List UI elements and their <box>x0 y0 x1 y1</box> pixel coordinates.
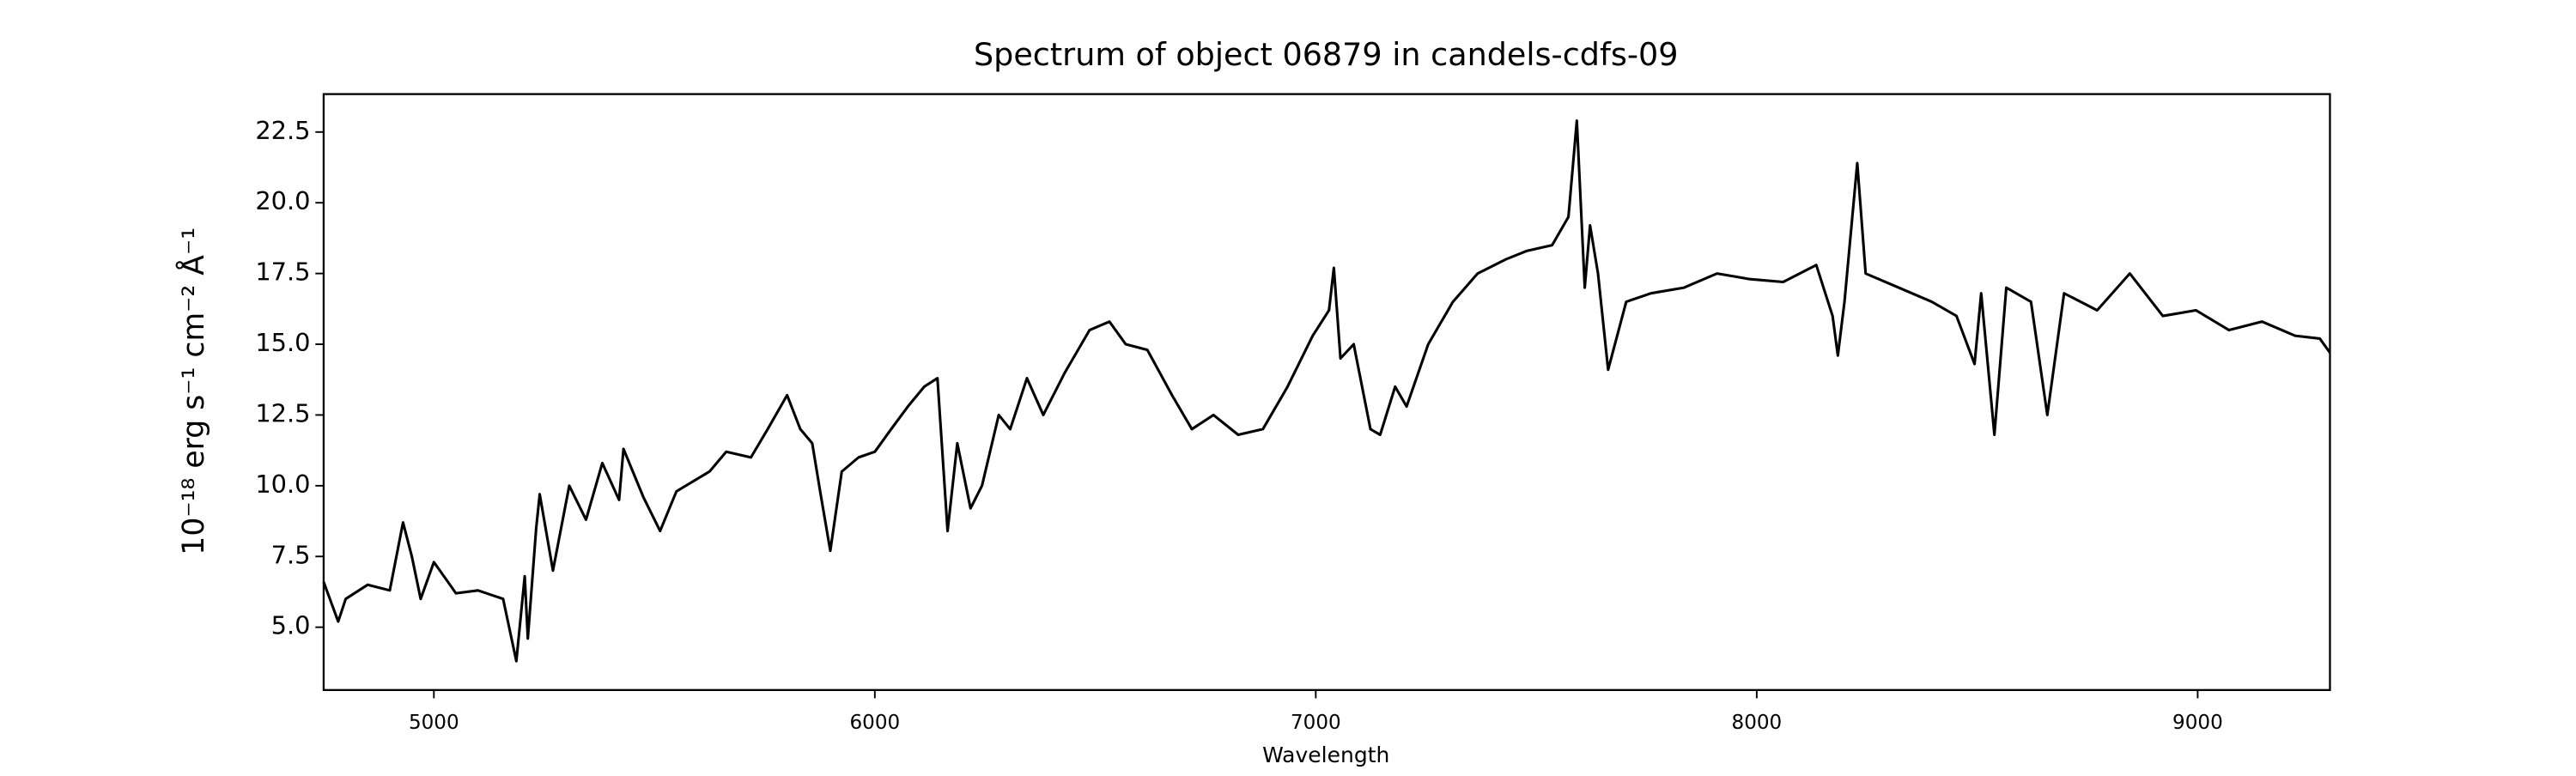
x-tick-label: 9000 <box>2172 712 2223 734</box>
y-tick-label: 20.0 <box>255 186 310 215</box>
x-tick-label: 6000 <box>849 712 900 734</box>
y-tick-label: 12.5 <box>255 398 310 427</box>
y-tick-label: 10.0 <box>255 470 310 499</box>
y-tick-label: 15.0 <box>255 328 310 357</box>
y-axis-label: 10⁻¹⁸ erg s⁻¹ cm⁻² Å⁻¹ <box>174 227 211 555</box>
spectrum-line <box>322 119 2331 663</box>
y-tick-label: 22.5 <box>255 116 310 145</box>
y-tick-label: 17.5 <box>255 258 310 287</box>
plot-frame <box>322 93 2331 691</box>
x-tick-label: 5000 <box>409 712 459 734</box>
x-tick-label: 8000 <box>1732 712 1783 734</box>
x-tick-label: 7000 <box>1291 712 1341 734</box>
y-tick-label: 7.5 <box>271 540 311 569</box>
y-tick-label: 5.0 <box>271 611 311 640</box>
x-axis-label: Wavelength <box>1262 743 1389 767</box>
chart-title: Spectrum of object 06879 in candels-cdfs… <box>974 36 1679 73</box>
